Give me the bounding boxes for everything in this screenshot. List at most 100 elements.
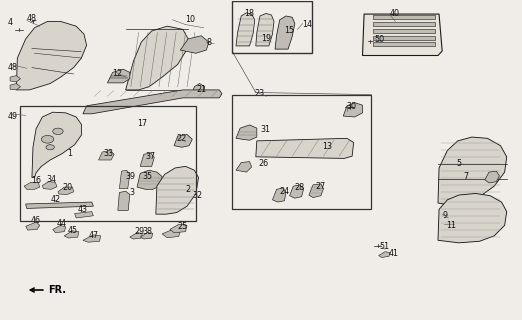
Text: 29: 29 [134, 227, 144, 236]
Polygon shape [309, 184, 324, 197]
Text: 33: 33 [104, 149, 114, 158]
Polygon shape [130, 233, 143, 239]
Text: 48: 48 [27, 14, 37, 23]
Text: 48: 48 [7, 63, 17, 72]
Text: 4: 4 [7, 19, 13, 28]
Circle shape [53, 128, 63, 134]
Text: 2: 2 [185, 185, 191, 194]
Text: 3: 3 [130, 188, 135, 197]
Text: 45: 45 [67, 226, 77, 235]
Text: 41: 41 [388, 250, 399, 259]
Polygon shape [140, 153, 155, 166]
Polygon shape [64, 231, 79, 238]
Text: 47: 47 [88, 231, 98, 240]
Text: 44: 44 [57, 219, 67, 228]
Text: 27: 27 [316, 182, 326, 191]
Text: 31: 31 [260, 125, 270, 134]
Text: 7: 7 [463, 172, 468, 181]
Polygon shape [485, 171, 500, 183]
Polygon shape [32, 112, 81, 178]
Polygon shape [126, 26, 188, 90]
Text: 11: 11 [446, 221, 456, 230]
Polygon shape [290, 185, 304, 198]
Text: 15: 15 [284, 27, 294, 36]
Polygon shape [373, 22, 435, 26]
Polygon shape [236, 162, 252, 172]
Text: 49: 49 [7, 113, 18, 122]
Polygon shape [362, 14, 442, 55]
Polygon shape [162, 229, 180, 238]
Text: 39: 39 [126, 172, 136, 181]
Text: 46: 46 [31, 216, 41, 225]
Polygon shape [373, 42, 435, 46]
Text: 9: 9 [442, 211, 447, 220]
Text: 5: 5 [456, 159, 461, 168]
Polygon shape [256, 13, 274, 46]
Polygon shape [83, 90, 222, 114]
Text: 43: 43 [78, 205, 88, 214]
Polygon shape [53, 225, 66, 233]
Polygon shape [373, 15, 435, 19]
Text: 16: 16 [31, 176, 41, 185]
Polygon shape [180, 36, 209, 53]
Text: 28: 28 [295, 183, 305, 192]
Text: 38: 38 [143, 227, 152, 236]
Text: 40: 40 [390, 9, 400, 18]
Polygon shape [10, 84, 20, 90]
Polygon shape [275, 16, 295, 49]
Polygon shape [170, 224, 187, 233]
Polygon shape [236, 13, 255, 46]
Text: 42: 42 [50, 195, 60, 204]
Text: 19: 19 [261, 35, 271, 44]
Polygon shape [378, 252, 390, 258]
Text: 35: 35 [143, 172, 152, 181]
Polygon shape [75, 212, 93, 218]
Text: 26: 26 [258, 159, 268, 168]
Polygon shape [343, 103, 362, 117]
Text: 22: 22 [176, 134, 187, 143]
Text: 1: 1 [67, 149, 73, 158]
Text: 17: 17 [137, 119, 147, 128]
Bar [20, 107, 196, 221]
Polygon shape [10, 76, 20, 82]
Text: 20: 20 [62, 183, 72, 192]
Polygon shape [438, 194, 507, 243]
Polygon shape [236, 125, 257, 140]
Text: 10: 10 [185, 15, 196, 24]
Polygon shape [118, 191, 130, 210]
Text: 30: 30 [347, 102, 357, 111]
Text: 25: 25 [177, 222, 188, 231]
Polygon shape [272, 188, 286, 202]
Circle shape [46, 145, 54, 150]
Polygon shape [191, 84, 205, 97]
Text: 8: 8 [206, 38, 211, 47]
Polygon shape [24, 182, 40, 189]
Text: 32: 32 [192, 191, 203, 200]
Text: 50: 50 [374, 35, 385, 44]
Bar [232, 95, 371, 209]
Polygon shape [42, 182, 57, 189]
Polygon shape [16, 21, 87, 90]
Text: 18: 18 [244, 9, 254, 18]
Polygon shape [26, 202, 93, 208]
Polygon shape [108, 69, 130, 83]
Text: 24: 24 [279, 188, 289, 196]
Polygon shape [256, 138, 354, 158]
Polygon shape [137, 170, 162, 189]
Polygon shape [438, 137, 507, 205]
Polygon shape [83, 235, 101, 242]
Text: 37: 37 [146, 152, 156, 161]
Text: FR.: FR. [30, 285, 67, 295]
Text: 51: 51 [379, 242, 390, 251]
Polygon shape [99, 150, 114, 160]
Text: 34: 34 [46, 175, 56, 184]
Polygon shape [140, 233, 153, 239]
Text: 13: 13 [323, 142, 333, 151]
Polygon shape [373, 29, 435, 33]
Text: 21: 21 [196, 85, 206, 94]
Polygon shape [120, 170, 130, 189]
Polygon shape [58, 187, 74, 195]
Text: 23: 23 [255, 89, 265, 98]
Polygon shape [156, 166, 198, 214]
Text: 12: 12 [113, 69, 123, 78]
